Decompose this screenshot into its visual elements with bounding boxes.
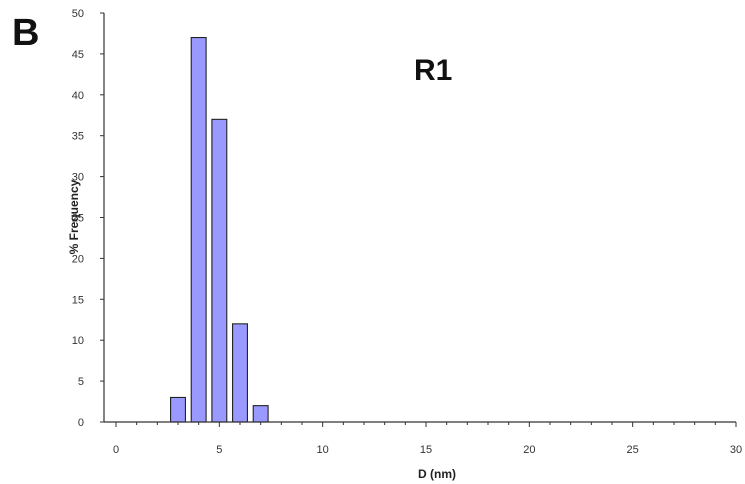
bar-series (170, 36, 269, 423)
y-tick-label: 15 (72, 294, 84, 306)
y-tick-label: 25 (72, 213, 84, 225)
x-axis-title: D (nm) (418, 467, 456, 481)
bar-5 (211, 118, 228, 423)
bar-4 (190, 36, 207, 423)
y-tick-label: 40 (72, 90, 84, 102)
y-tick-label: 35 (72, 131, 84, 143)
y-tick-label: 5 (78, 376, 84, 388)
chart-label: R1 (414, 54, 452, 87)
x-tick-label: 20 (523, 444, 535, 456)
y-tick-label: 0 (78, 417, 84, 429)
y-tick-label: 30 (72, 172, 84, 184)
bar-6 (232, 323, 248, 423)
y-axis-ticks: 0 5 10 15 20 25 30 35 40 45 50 (72, 8, 104, 429)
y-tick-label: 20 (72, 253, 84, 265)
panel-letter: B (12, 12, 39, 54)
y-tick-label: 50 (72, 8, 84, 20)
x-tick-label: 25 (627, 444, 639, 456)
y-axis-title: % Frequency (67, 179, 81, 254)
y-tick-label: 45 (72, 49, 84, 61)
x-tick-label: 0 (113, 444, 119, 456)
x-tick-label: 15 (420, 444, 432, 456)
x-tick-label: 30 (730, 444, 742, 456)
bar-3 (170, 396, 186, 423)
y-tick-label: 10 (72, 335, 84, 347)
bar-7 (252, 405, 269, 423)
x-tick-label: 5 (216, 444, 222, 456)
x-tick-label: 10 (317, 444, 329, 456)
